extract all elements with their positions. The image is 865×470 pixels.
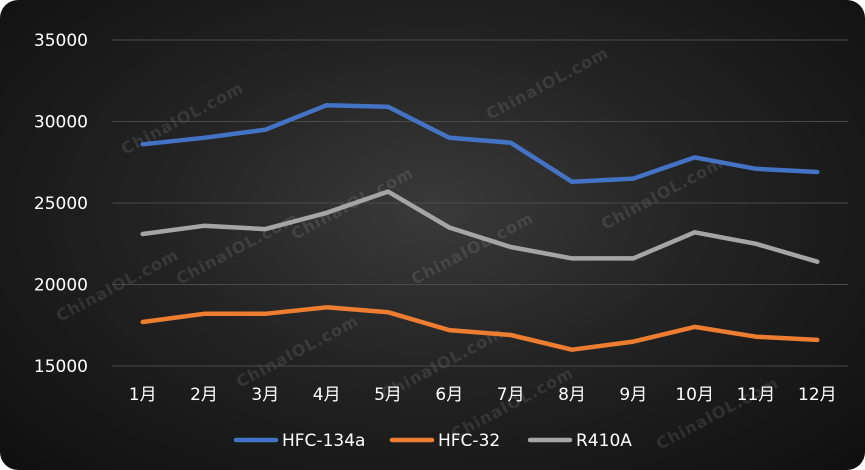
x-tick-label: 2月	[190, 385, 218, 405]
watermark-layer: ChinaIOL.com ChinaIOL.com ChinaIOL.com Chin…	[53, 43, 782, 454]
watermark-text: ChinaIOL.com	[173, 208, 302, 289]
x-tick-label: 12月	[798, 385, 837, 405]
y-axis: 15000 20000 25000 30000 35000	[34, 31, 88, 377]
y-tick-label: 15000	[34, 357, 88, 377]
x-tick-label: 9月	[619, 385, 647, 405]
x-tick-label: 4月	[313, 385, 341, 405]
y-tick-label: 30000	[34, 113, 88, 133]
series-lines	[140, 102, 820, 352]
series-line-hfc-134a	[140, 102, 820, 185]
series-line-hfc-32	[140, 305, 820, 352]
x-tick-label: 6月	[435, 385, 463, 405]
series-line-r410a	[140, 189, 820, 264]
x-tick-label: 3月	[251, 385, 279, 405]
x-tick-label: 8月	[558, 385, 586, 405]
gridlines	[112, 39, 848, 367]
y-tick-label: 20000	[34, 276, 88, 296]
x-axis: 1月 2月 3月 4月 5月 6月 7月 8月 9月 10月 11月 12月	[129, 385, 837, 405]
watermark-text: ChinaIOL.com	[598, 153, 727, 234]
x-tick-label: 5月	[374, 385, 402, 405]
y-tick-label: 35000	[34, 31, 88, 51]
x-tick-label: 1月	[129, 385, 157, 405]
x-tick-label: 10月	[675, 385, 714, 405]
legend-label: R410A	[576, 431, 632, 451]
legend-label: HFC-134a	[282, 431, 365, 451]
x-tick-label: 7月	[497, 385, 525, 405]
y-tick-label: 25000	[34, 194, 88, 214]
watermark-text: ChinaIOL.com	[233, 311, 362, 392]
legend: HFC-134a HFC-32 R410A	[233, 431, 632, 451]
watermark-text: ChinaIOL.com	[118, 78, 247, 159]
legend-label: HFC-32	[438, 431, 500, 451]
x-tick-label: 11月	[737, 385, 776, 405]
watermark-text: ChinaIOL.com	[483, 43, 612, 124]
